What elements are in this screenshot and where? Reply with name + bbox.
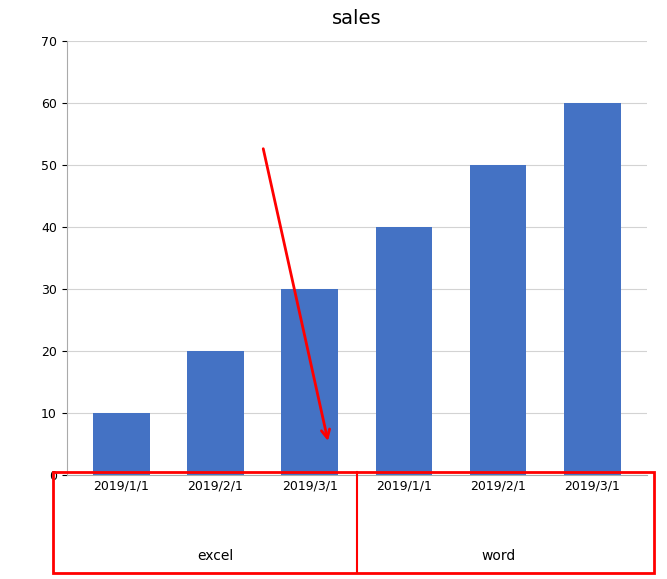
Text: excel: excel xyxy=(197,549,233,563)
Title: sales: sales xyxy=(332,9,382,28)
Text: word: word xyxy=(481,549,516,563)
Bar xyxy=(376,226,432,475)
Bar xyxy=(187,351,244,475)
Bar xyxy=(564,102,620,475)
Bar xyxy=(93,413,149,475)
Bar xyxy=(281,289,338,475)
Bar xyxy=(470,164,526,475)
